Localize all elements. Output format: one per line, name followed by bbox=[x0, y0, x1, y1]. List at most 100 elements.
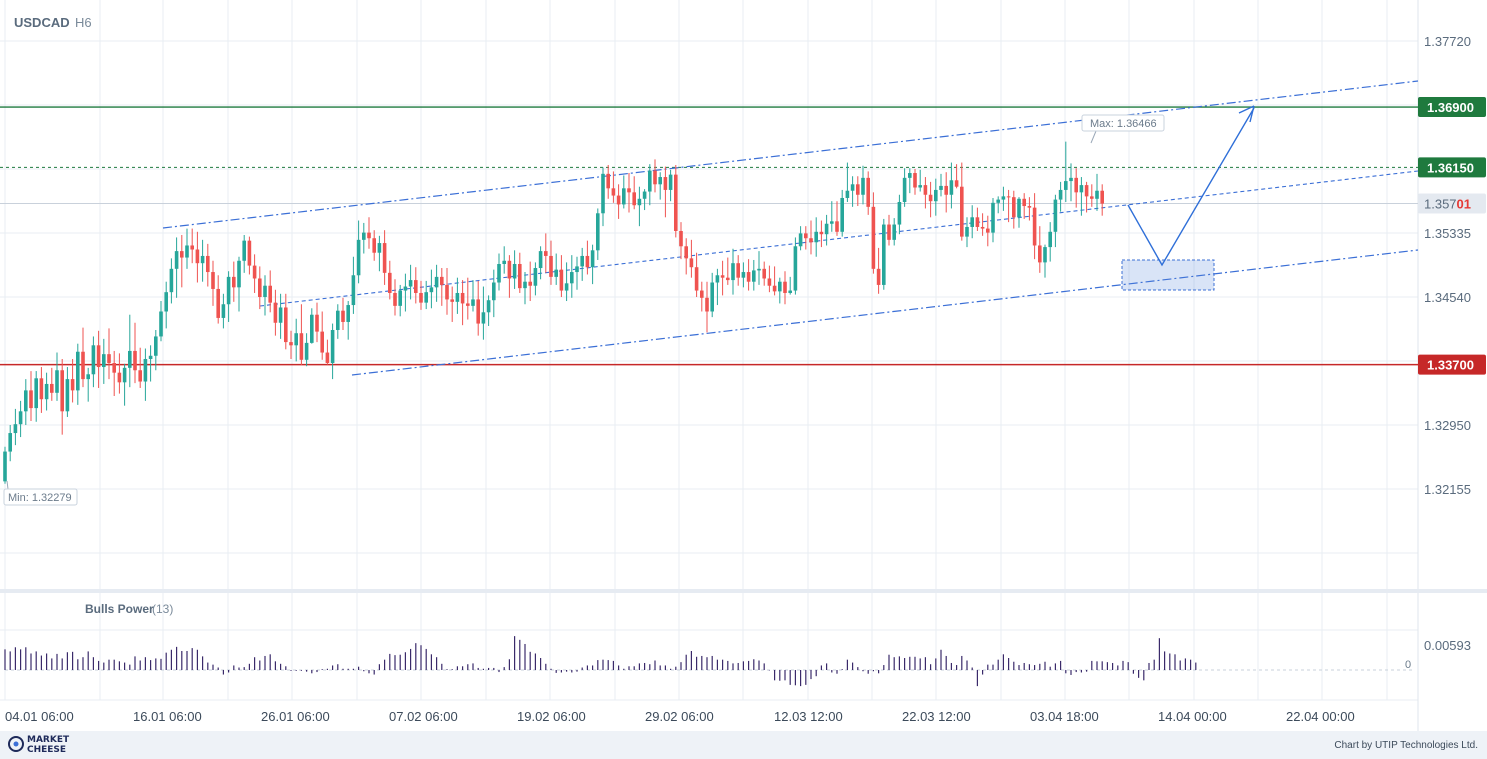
candle bbox=[29, 371, 33, 421]
level-tags: 1.36900 1.36150 1.33700 1.35701 bbox=[1418, 97, 1486, 375]
candle bbox=[757, 251, 761, 285]
candle bbox=[76, 343, 80, 405]
candle bbox=[460, 280, 465, 326]
candle bbox=[1001, 186, 1006, 211]
candle bbox=[1038, 226, 1042, 273]
x-tick-label: 19.02 06:00 bbox=[517, 709, 586, 724]
candle bbox=[226, 271, 231, 322]
candle bbox=[866, 171, 870, 215]
candle bbox=[34, 371, 38, 422]
candle bbox=[694, 252, 699, 297]
candle bbox=[887, 214, 891, 246]
candle bbox=[642, 189, 647, 211]
candle bbox=[206, 243, 210, 287]
candle bbox=[731, 248, 735, 295]
candle bbox=[892, 218, 896, 246]
candle bbox=[471, 280, 475, 312]
candle bbox=[622, 175, 626, 209]
indicator-zero: 0 bbox=[1405, 659, 1411, 671]
level-tag[interactable]: 1.36900 bbox=[1418, 97, 1486, 118]
timeframe-label: H6 bbox=[75, 15, 92, 30]
svg-text:1.36150: 1.36150 bbox=[1427, 160, 1474, 175]
candle bbox=[154, 330, 158, 371]
candle bbox=[908, 168, 912, 194]
candle bbox=[50, 367, 54, 401]
logo-line2: CHEESE bbox=[27, 745, 66, 755]
svg-text:1.35701: 1.35701 bbox=[1424, 197, 1471, 212]
candle bbox=[128, 314, 132, 388]
candle bbox=[1064, 141, 1068, 203]
candle bbox=[356, 220, 361, 284]
candle bbox=[632, 176, 636, 210]
candle bbox=[273, 289, 278, 336]
max-annotation: Max: 1.36466 bbox=[1081, 114, 1165, 144]
candle bbox=[336, 304, 340, 339]
candle bbox=[996, 196, 1000, 214]
candle bbox=[3, 446, 7, 484]
candle bbox=[1027, 197, 1032, 221]
candle bbox=[278, 293, 283, 339]
candle bbox=[299, 304, 304, 366]
candle bbox=[1017, 197, 1021, 228]
candle bbox=[824, 214, 829, 246]
candle bbox=[18, 400, 23, 438]
candle bbox=[544, 233, 548, 273]
candle bbox=[346, 301, 350, 340]
candle bbox=[304, 333, 309, 367]
x-tick-label: 26.01 06:00 bbox=[261, 709, 330, 724]
candle bbox=[39, 367, 44, 413]
candle bbox=[486, 295, 491, 326]
candle bbox=[767, 265, 772, 293]
symbol-label: USDCAD bbox=[14, 15, 70, 30]
candle bbox=[65, 367, 70, 417]
candle bbox=[185, 228, 189, 269]
candle bbox=[138, 347, 142, 388]
candle bbox=[939, 173, 943, 197]
candle bbox=[96, 330, 101, 388]
candle bbox=[616, 184, 621, 219]
candle bbox=[1090, 184, 1094, 207]
candle bbox=[570, 255, 574, 298]
candle bbox=[81, 327, 85, 388]
candle bbox=[814, 217, 818, 257]
candle bbox=[237, 256, 241, 312]
candle bbox=[242, 235, 246, 273]
candle bbox=[585, 240, 590, 275]
y-tick-label: 1.37720 bbox=[1424, 34, 1471, 49]
candle bbox=[772, 266, 777, 296]
candle bbox=[648, 164, 652, 206]
candle bbox=[798, 226, 803, 251]
candle bbox=[403, 273, 408, 312]
candle bbox=[518, 252, 522, 293]
candle bbox=[876, 247, 881, 294]
candle bbox=[268, 270, 272, 313]
candle bbox=[388, 260, 392, 300]
candle bbox=[611, 171, 616, 203]
candle bbox=[762, 261, 766, 286]
channel-upper-line[interactable] bbox=[162, 80, 1419, 229]
candle bbox=[897, 194, 902, 235]
candle bbox=[882, 218, 886, 290]
candle bbox=[60, 358, 64, 435]
x-tick-label: 12.03 12:00 bbox=[774, 709, 843, 724]
candle bbox=[372, 230, 376, 261]
candle bbox=[102, 338, 106, 384]
candle bbox=[1022, 193, 1026, 219]
target-zone-box[interactable] bbox=[1121, 259, 1215, 291]
candle bbox=[533, 262, 538, 296]
candle bbox=[726, 257, 730, 285]
forecast-path[interactable] bbox=[1127, 107, 1255, 267]
channel-lower-line[interactable] bbox=[351, 249, 1419, 376]
candle bbox=[232, 261, 236, 302]
level-tag[interactable]: 1.36150 bbox=[1418, 157, 1486, 178]
channel-middle-line[interactable] bbox=[259, 170, 1419, 307]
level-tag[interactable]: 1.33700 bbox=[1418, 354, 1486, 375]
candle bbox=[133, 322, 137, 384]
candle bbox=[362, 222, 366, 254]
candle bbox=[258, 266, 262, 310]
candle bbox=[497, 253, 501, 291]
candle bbox=[180, 235, 184, 288]
candle bbox=[1074, 168, 1078, 208]
candle bbox=[112, 350, 116, 397]
